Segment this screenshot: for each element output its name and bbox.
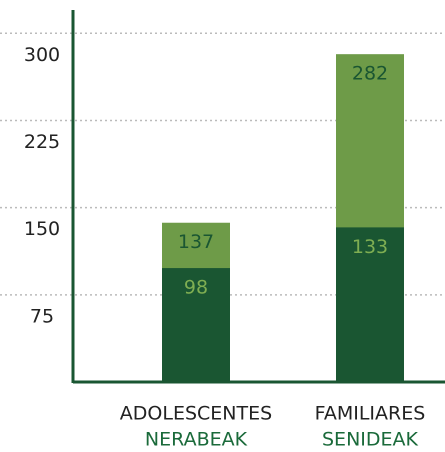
bar — [162, 268, 230, 382]
y-tick-label: 300 — [24, 44, 60, 66]
x-tick-label: FAMILIARES — [315, 403, 426, 425]
bar — [336, 227, 404, 382]
data-label: 98 — [184, 277, 208, 299]
x-tick-sublabel: SENIDEAK — [322, 429, 419, 451]
y-tick-label: 150 — [24, 218, 60, 240]
data-label: 282 — [352, 63, 388, 85]
x-tick-sublabel: NERABEAK — [145, 429, 248, 451]
y-tick-label: 225 — [24, 131, 60, 153]
y-tick-label: 75 — [30, 305, 54, 327]
x-tick-label: ADOLESCENTES — [120, 403, 272, 425]
data-label: 133 — [352, 236, 388, 258]
data-label: 137 — [178, 231, 214, 253]
